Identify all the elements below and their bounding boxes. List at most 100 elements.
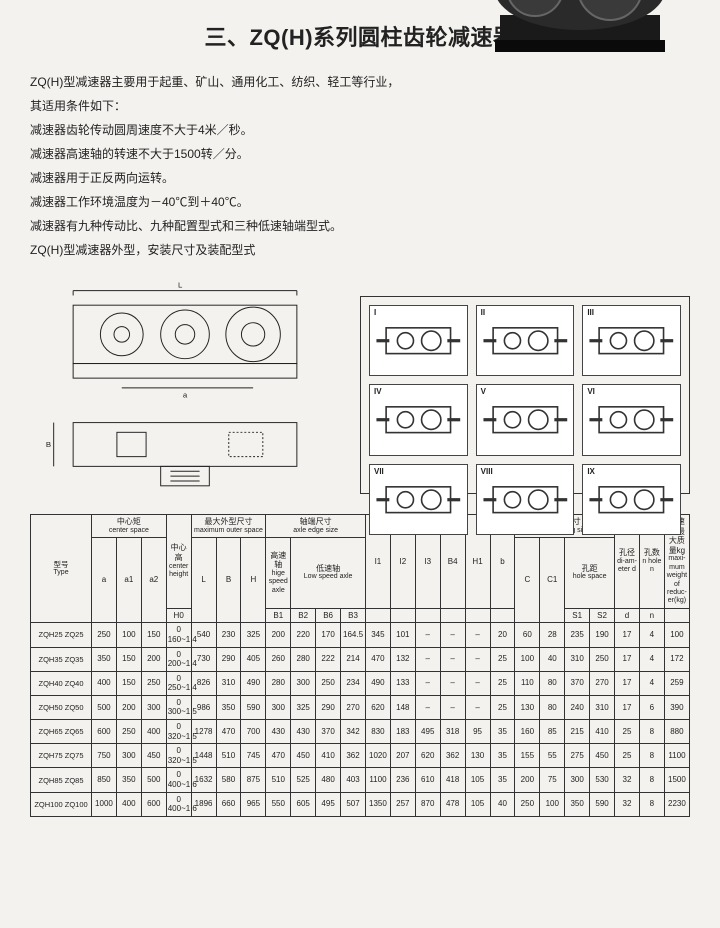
table-cell: 130 xyxy=(515,695,540,719)
table-cell: 500 xyxy=(92,695,117,719)
table-cell: 495 xyxy=(316,792,341,816)
table-cell: – xyxy=(465,623,490,647)
intro-line: 减速器用于正反两向运转。 xyxy=(30,166,690,190)
config-label: VI xyxy=(587,387,595,396)
intro-line: 减速器工作环境温度为－40℃到＋40℃。 xyxy=(30,190,690,214)
table-cell: 0200~1.4 xyxy=(166,647,191,671)
table-cell: 310 xyxy=(590,695,615,719)
th-B6: B6 xyxy=(316,608,341,623)
table-cell: – xyxy=(415,695,440,719)
table-cell: 350 xyxy=(92,647,117,671)
table-cell: 200 xyxy=(116,695,141,719)
table-cell: 25 xyxy=(615,744,640,768)
table-cell: ZQH85 ZQ85 xyxy=(31,768,92,792)
table-cell: 430 xyxy=(291,720,316,744)
table-cell: 214 xyxy=(341,647,366,671)
th-center-height: 中心高 center height xyxy=(166,515,191,609)
table-cell: 32 xyxy=(615,792,640,816)
table-cell: 510 xyxy=(266,768,291,792)
table-cell: 450 xyxy=(141,744,166,768)
th-H: H xyxy=(241,537,266,622)
table-cell: 8 xyxy=(639,744,664,768)
table-cell: 236 xyxy=(390,768,415,792)
table-cell: 270 xyxy=(341,695,366,719)
table-cell: 1100 xyxy=(365,768,390,792)
table-cell: 750 xyxy=(92,744,117,768)
table-cell: 620 xyxy=(415,744,440,768)
table-row: ZQH100 ZQ10010004006000400~1.61896660965… xyxy=(31,792,690,816)
table-cell: 164.5 xyxy=(341,623,366,647)
config-cell: VI xyxy=(582,384,681,455)
table-cell: 430 xyxy=(266,720,291,744)
table-cell: 580 xyxy=(216,768,241,792)
table-cell: 35 xyxy=(490,768,515,792)
table-cell: 105 xyxy=(465,792,490,816)
table-cell: – xyxy=(440,671,465,695)
table-cell: 4 xyxy=(639,623,664,647)
table-cell: 300 xyxy=(141,695,166,719)
table-cell: 275 xyxy=(565,744,590,768)
table-cell: 35 xyxy=(490,720,515,744)
th-C1: C1 xyxy=(540,537,565,622)
table-cell: 35 xyxy=(490,744,515,768)
intro-line: 减速器有九种传动比、九种配置型式和三种低速轴端型式。 xyxy=(30,214,690,238)
intro-line: 其适用条件如下： xyxy=(30,94,690,118)
table-cell: 300 xyxy=(116,744,141,768)
table-cell: 40 xyxy=(490,792,515,816)
table-cell: 85 xyxy=(540,720,565,744)
table-row: ZQH75 ZQ757503004500320~1.51448510745470… xyxy=(31,744,690,768)
th-B3: B3 xyxy=(341,608,366,623)
table-cell: 965 xyxy=(241,792,266,816)
table-cell: 418 xyxy=(440,768,465,792)
th-a1: a1 xyxy=(116,537,141,622)
table-cell: 0250~1.4 xyxy=(166,671,191,695)
table-cell: 362 xyxy=(341,744,366,768)
table-cell: 400 xyxy=(141,720,166,744)
table-cell: 17 xyxy=(615,647,640,671)
table-cell: 550 xyxy=(266,792,291,816)
table-cell: 1100 xyxy=(664,744,689,768)
table-cell: 370 xyxy=(316,720,341,744)
table-cell: 880 xyxy=(664,720,689,744)
table-cell: 400 xyxy=(92,671,117,695)
table-cell: ZQH35 ZQ35 xyxy=(31,647,92,671)
table-cell: 745 xyxy=(241,744,266,768)
table-cell: 25 xyxy=(490,671,515,695)
table-cell: 28 xyxy=(540,623,565,647)
table-cell: 250 xyxy=(316,671,341,695)
table-cell: 660 xyxy=(216,792,241,816)
th-n: n xyxy=(639,608,664,623)
table-cell: 0400~1.6 xyxy=(166,768,191,792)
th-S2: S2 xyxy=(590,608,615,623)
table-cell: 4 xyxy=(639,647,664,671)
table-cell: 6 xyxy=(639,695,664,719)
table-cell: 1350 xyxy=(365,792,390,816)
table-row: ZQH65 ZQ656002504000320~1.51278470700430… xyxy=(31,720,690,744)
table-cell: 215 xyxy=(565,720,590,744)
table-cell: 318 xyxy=(440,720,465,744)
config-grid: I II III xyxy=(360,296,690,494)
intro-line: ZQ(H)型减速器主要用于起重、矿山、通用化工、纺织、轻工等行业， xyxy=(30,70,690,94)
table-cell: 470 xyxy=(365,647,390,671)
table-cell: 470 xyxy=(216,720,241,744)
table-cell: 590 xyxy=(241,695,266,719)
table-cell: 150 xyxy=(116,647,141,671)
technical-drawing: L a B xyxy=(30,276,340,496)
th-S1: S1 xyxy=(565,608,590,623)
table-cell: 100 xyxy=(116,623,141,647)
config-label: IX xyxy=(587,467,595,476)
config-cell: VII xyxy=(369,464,468,535)
table-cell: 222 xyxy=(316,647,341,671)
table-cell: 75 xyxy=(540,768,565,792)
table-cell: 80 xyxy=(540,695,565,719)
table-row: ZQH50 ZQ505002003000300~1.59863505903003… xyxy=(31,695,690,719)
intro-line: 减速器高速轴的转速不大于1500转／分。 xyxy=(30,142,690,166)
table-cell: ZQH25 ZQ25 xyxy=(31,623,92,647)
table-cell: 100 xyxy=(664,623,689,647)
table-cell: 600 xyxy=(92,720,117,744)
table-cell: 260 xyxy=(266,647,291,671)
table-cell: 25 xyxy=(490,647,515,671)
table-cell: 250 xyxy=(92,623,117,647)
th-hole-space: 孔距 hole space xyxy=(565,537,615,608)
table-cell: 55 xyxy=(540,744,565,768)
